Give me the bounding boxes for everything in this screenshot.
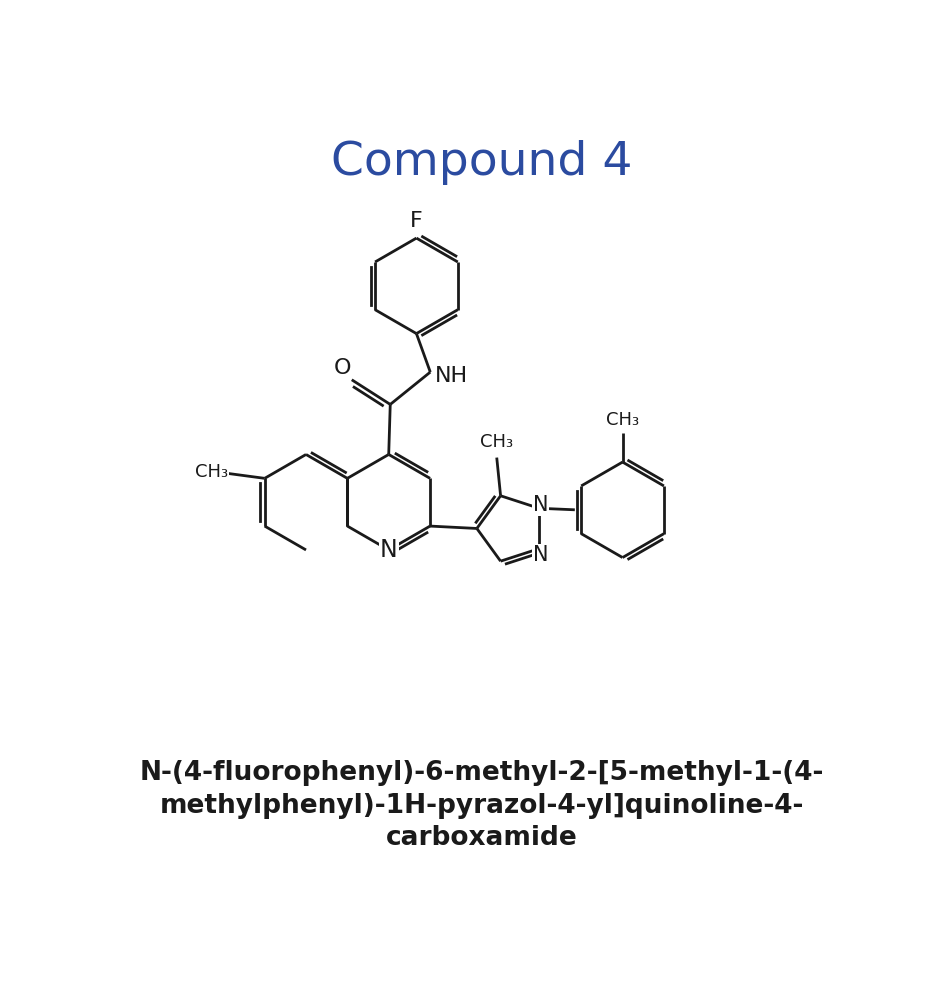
Text: CH₃: CH₃ bbox=[480, 433, 513, 451]
Text: CH₃: CH₃ bbox=[606, 410, 639, 428]
Text: N: N bbox=[533, 545, 549, 565]
Text: NH: NH bbox=[436, 366, 469, 385]
Text: NH: NH bbox=[436, 366, 469, 385]
Text: F: F bbox=[410, 211, 423, 231]
Text: N: N bbox=[533, 495, 549, 515]
Text: N-(4-fluorophenyl)-6-methyl-2-[5-methyl-1-(4-: N-(4-fluorophenyl)-6-methyl-2-[5-methyl-… bbox=[139, 760, 824, 786]
Text: carboxamide: carboxamide bbox=[386, 825, 578, 851]
Text: CH₃: CH₃ bbox=[606, 410, 639, 428]
Text: N: N bbox=[380, 538, 398, 562]
Text: O: O bbox=[334, 359, 351, 378]
Text: N: N bbox=[533, 545, 549, 565]
Text: N: N bbox=[533, 495, 549, 515]
Text: N: N bbox=[380, 538, 398, 562]
Text: methylphenyl)-1H-pyrazol-4-yl]quinoline-4-: methylphenyl)-1H-pyrazol-4-yl]quinoline-… bbox=[160, 793, 804, 819]
Text: CH₃: CH₃ bbox=[196, 463, 229, 481]
Text: O: O bbox=[334, 359, 351, 378]
Text: F: F bbox=[410, 211, 423, 231]
Text: CH₃: CH₃ bbox=[196, 463, 229, 481]
Text: Compound 4: Compound 4 bbox=[331, 140, 632, 185]
Text: CH₃: CH₃ bbox=[480, 433, 513, 451]
